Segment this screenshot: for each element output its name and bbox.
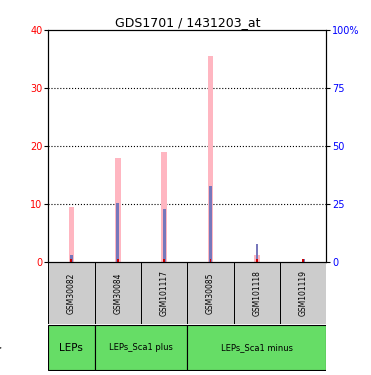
Bar: [95, 325, 187, 370]
Bar: [256, 260, 258, 262]
Bar: [187, 262, 234, 324]
Bar: [161, 152, 167, 262]
Bar: [210, 260, 211, 262]
Text: LEPs: LEPs: [59, 343, 83, 352]
Bar: [48, 325, 95, 370]
Text: LEPs_Sca1 minus: LEPs_Sca1 minus: [221, 343, 293, 352]
Bar: [95, 262, 141, 324]
Bar: [209, 186, 212, 262]
Bar: [163, 260, 165, 262]
Text: GSM30085: GSM30085: [206, 273, 215, 314]
Bar: [234, 262, 280, 324]
Bar: [254, 255, 260, 262]
Text: LEPs_Sca1 plus: LEPs_Sca1 plus: [109, 343, 173, 352]
Text: GSM101118: GSM101118: [252, 270, 262, 316]
Bar: [48, 262, 95, 324]
Bar: [70, 260, 72, 262]
Bar: [116, 203, 119, 262]
Bar: [141, 262, 187, 324]
Title: GDS1701 / 1431203_at: GDS1701 / 1431203_at: [115, 16, 260, 29]
Bar: [115, 158, 121, 262]
Text: GSM30082: GSM30082: [67, 273, 76, 314]
Bar: [208, 56, 213, 262]
Bar: [70, 255, 73, 262]
Bar: [302, 259, 305, 262]
Bar: [256, 244, 258, 262]
Bar: [69, 207, 74, 262]
Bar: [302, 260, 304, 262]
Text: GSM101117: GSM101117: [160, 270, 169, 316]
Bar: [163, 209, 165, 262]
Bar: [187, 325, 326, 370]
Text: GSM101119: GSM101119: [299, 270, 308, 316]
Bar: [280, 262, 326, 324]
Bar: [117, 260, 119, 262]
Text: GSM30084: GSM30084: [113, 273, 122, 314]
Text: cell type  ▶: cell type ▶: [0, 343, 2, 352]
